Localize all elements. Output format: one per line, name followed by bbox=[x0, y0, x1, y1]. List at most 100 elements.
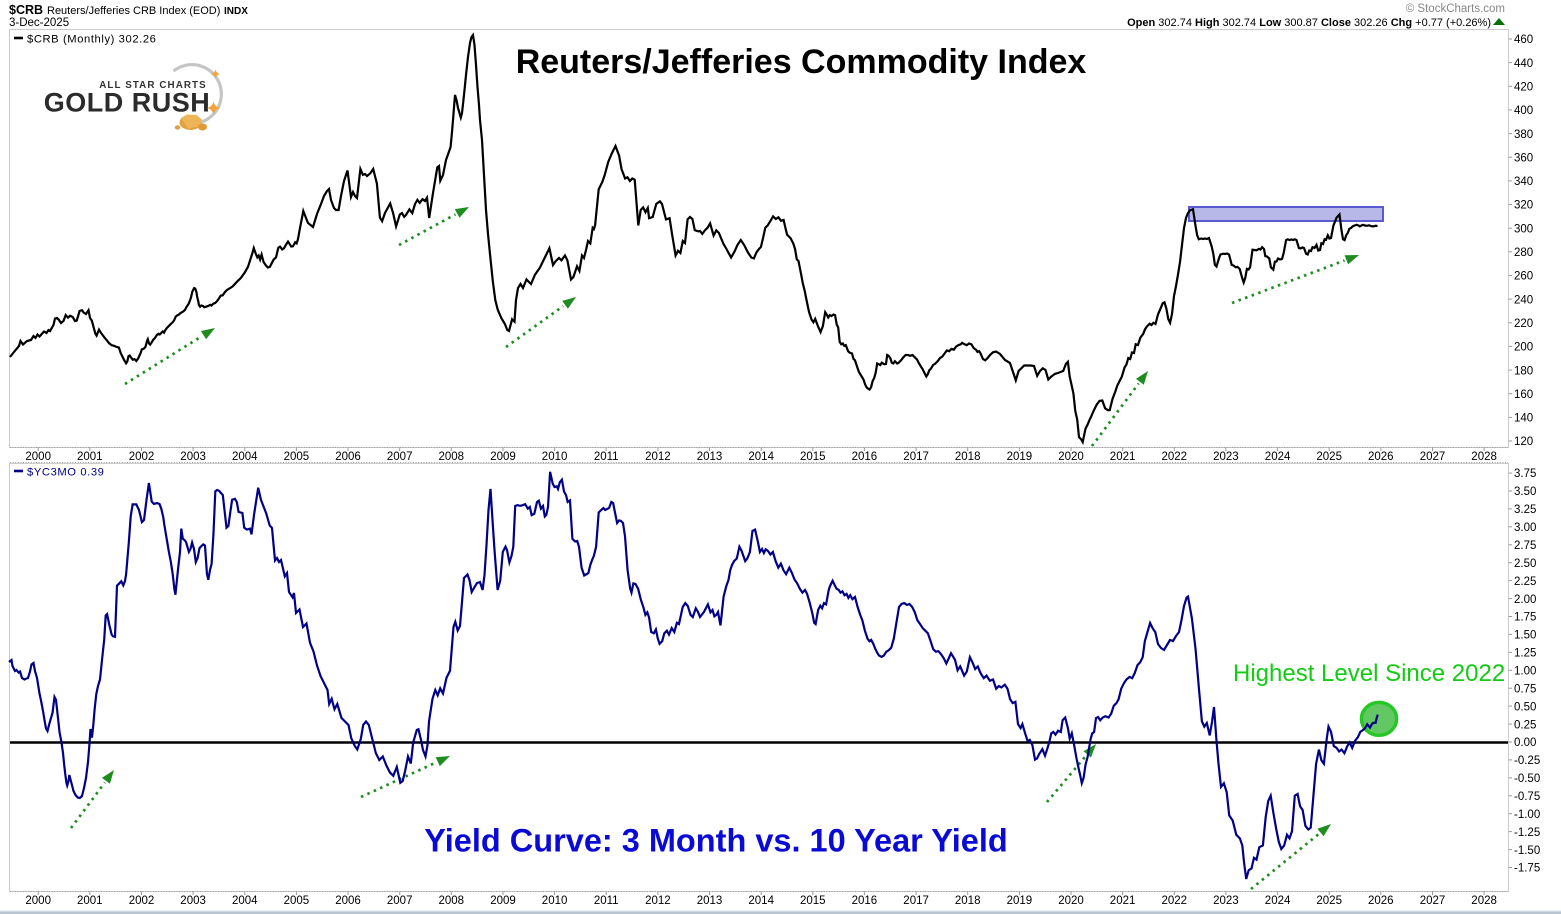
svg-text:340: 340 bbox=[1514, 176, 1533, 188]
svg-text:2007: 2007 bbox=[387, 895, 413, 907]
svg-text:-1.00: -1.00 bbox=[1514, 809, 1540, 821]
svg-text:-0.50: -0.50 bbox=[1514, 773, 1540, 785]
svg-text:2017: 2017 bbox=[903, 895, 929, 907]
svg-text:2019: 2019 bbox=[1007, 451, 1033, 463]
svg-text:2019: 2019 bbox=[1007, 895, 1033, 907]
svg-text:2006: 2006 bbox=[335, 895, 361, 907]
svg-text:140: 140 bbox=[1514, 413, 1533, 425]
svg-text:2028: 2028 bbox=[1471, 895, 1497, 907]
svg-text:2025: 2025 bbox=[1316, 895, 1342, 907]
svg-text:-0.25: -0.25 bbox=[1514, 755, 1540, 767]
svg-text:2024: 2024 bbox=[1265, 451, 1291, 463]
svg-text:0.00: 0.00 bbox=[1514, 737, 1536, 749]
svg-text:3.25: 3.25 bbox=[1514, 504, 1536, 516]
svg-text:1.25: 1.25 bbox=[1514, 648, 1536, 660]
svg-text:160: 160 bbox=[1514, 389, 1533, 401]
svg-text:2.00: 2.00 bbox=[1514, 594, 1536, 606]
svg-text:0.50: 0.50 bbox=[1514, 701, 1536, 713]
svg-text:2027: 2027 bbox=[1420, 895, 1446, 907]
svg-text:2026: 2026 bbox=[1368, 451, 1394, 463]
svg-text:Highest Level Since 2022: Highest Level Since 2022 bbox=[1233, 660, 1505, 687]
svg-text:2014: 2014 bbox=[748, 451, 774, 463]
svg-text:2010: 2010 bbox=[542, 451, 568, 463]
svg-text:0.75: 0.75 bbox=[1514, 683, 1536, 695]
svg-text:2023: 2023 bbox=[1213, 451, 1239, 463]
svg-text:2004: 2004 bbox=[232, 895, 258, 907]
svg-text:-1.25: -1.25 bbox=[1514, 827, 1540, 839]
svg-text:420: 420 bbox=[1514, 82, 1533, 94]
svg-text:2005: 2005 bbox=[284, 895, 310, 907]
svg-text:2020: 2020 bbox=[1058, 895, 1084, 907]
svg-text:2018: 2018 bbox=[955, 451, 981, 463]
svg-text:380: 380 bbox=[1514, 129, 1533, 141]
svg-text:2008: 2008 bbox=[439, 451, 465, 463]
svg-text:1.50: 1.50 bbox=[1514, 630, 1536, 642]
svg-text:Reuters/Jefferies CRB Index (E: Reuters/Jefferies CRB Index (EOD) bbox=[47, 5, 220, 17]
svg-text:$CRB: $CRB bbox=[9, 3, 43, 17]
svg-text:2010: 2010 bbox=[542, 895, 568, 907]
svg-text:320: 320 bbox=[1514, 200, 1533, 212]
svg-text:360: 360 bbox=[1514, 152, 1533, 164]
svg-text:460: 460 bbox=[1514, 34, 1533, 46]
svg-text:2001: 2001 bbox=[77, 895, 103, 907]
svg-text:2028: 2028 bbox=[1471, 451, 1497, 463]
svg-text:260: 260 bbox=[1514, 271, 1533, 283]
svg-text:3.50: 3.50 bbox=[1514, 486, 1536, 498]
svg-text:2014: 2014 bbox=[748, 895, 774, 907]
svg-text:2009: 2009 bbox=[490, 451, 516, 463]
svg-text:Reuters/Jefferies Commodity In: Reuters/Jefferies Commodity Index bbox=[516, 43, 1087, 81]
svg-text:2.25: 2.25 bbox=[1514, 576, 1536, 588]
svg-text:400: 400 bbox=[1514, 105, 1533, 117]
svg-text:-0.75: -0.75 bbox=[1514, 791, 1540, 803]
svg-text:2015: 2015 bbox=[800, 895, 826, 907]
svg-text:2004: 2004 bbox=[232, 451, 258, 463]
svg-text:2017: 2017 bbox=[903, 451, 929, 463]
svg-text:2006: 2006 bbox=[335, 451, 361, 463]
svg-text:2020: 2020 bbox=[1058, 451, 1084, 463]
svg-text:2015: 2015 bbox=[800, 451, 826, 463]
svg-text:2024: 2024 bbox=[1265, 895, 1291, 907]
svg-text:2016: 2016 bbox=[852, 895, 878, 907]
svg-text:2007: 2007 bbox=[387, 451, 413, 463]
svg-text:2023: 2023 bbox=[1213, 895, 1239, 907]
svg-text:2027: 2027 bbox=[1420, 451, 1446, 463]
svg-text:-1.50: -1.50 bbox=[1514, 845, 1540, 857]
svg-text:2008: 2008 bbox=[439, 895, 465, 907]
svg-text:2003: 2003 bbox=[180, 451, 206, 463]
svg-text:2021: 2021 bbox=[1110, 895, 1136, 907]
svg-text:-1.75: -1.75 bbox=[1514, 863, 1540, 875]
svg-text:0.25: 0.25 bbox=[1514, 719, 1536, 731]
svg-text:2013: 2013 bbox=[697, 895, 723, 907]
svg-text:120: 120 bbox=[1514, 436, 1533, 448]
svg-text:2018: 2018 bbox=[955, 895, 981, 907]
svg-text:2001: 2001 bbox=[77, 451, 103, 463]
svg-text:440: 440 bbox=[1514, 58, 1533, 70]
svg-text:300: 300 bbox=[1514, 223, 1533, 235]
svg-text:2002: 2002 bbox=[129, 895, 155, 907]
svg-text:240: 240 bbox=[1514, 294, 1533, 306]
svg-text:2000: 2000 bbox=[25, 895, 51, 907]
svg-text:200: 200 bbox=[1514, 342, 1533, 354]
svg-text:2013: 2013 bbox=[697, 451, 723, 463]
svg-text:$CRB (Monthly) 302.26: $CRB (Monthly) 302.26 bbox=[27, 34, 157, 46]
svg-text:© StockCharts.com: © StockCharts.com bbox=[1406, 3, 1505, 15]
svg-text:2003: 2003 bbox=[180, 895, 206, 907]
svg-text:2026: 2026 bbox=[1368, 895, 1394, 907]
svg-text:280: 280 bbox=[1514, 247, 1533, 259]
svg-text:3.00: 3.00 bbox=[1514, 522, 1536, 534]
svg-text:2011: 2011 bbox=[594, 895, 619, 907]
svg-text:3-Dec-2025: 3-Dec-2025 bbox=[9, 17, 69, 29]
svg-text:$YC3MO 0.39: $YC3MO 0.39 bbox=[27, 467, 105, 479]
svg-text:INDX: INDX bbox=[224, 6, 248, 17]
svg-text:2021: 2021 bbox=[1110, 451, 1136, 463]
svg-text:180: 180 bbox=[1514, 365, 1533, 377]
svg-text:220: 220 bbox=[1514, 318, 1533, 330]
svg-text:Yield Curve: 3 Month vs. 10 Ye: Yield Curve: 3 Month vs. 10 Year Yield bbox=[424, 823, 1007, 859]
svg-text:1.00: 1.00 bbox=[1514, 666, 1536, 678]
svg-text:2012: 2012 bbox=[645, 451, 671, 463]
svg-text:ALL STAR CHARTS: ALL STAR CHARTS bbox=[99, 80, 207, 91]
svg-text:2011: 2011 bbox=[594, 451, 619, 463]
svg-text:GOLD RUSH: GOLD RUSH bbox=[44, 88, 211, 118]
svg-text:Open 302.74 High 302.74 Low 30: Open 302.74 High 302.74 Low 300.87 Close… bbox=[1127, 17, 1491, 29]
svg-text:3.75: 3.75 bbox=[1514, 468, 1536, 480]
